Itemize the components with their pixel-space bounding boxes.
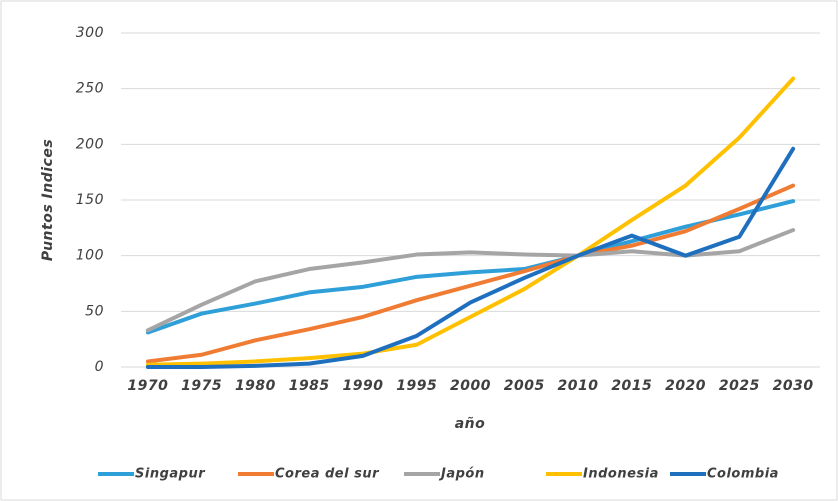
legend-label: Singapur <box>135 467 206 482</box>
x-tick-label: 2010 <box>558 378 599 394</box>
x-axis-title: año <box>455 416 486 432</box>
x-tick-label: 2005 <box>504 378 545 394</box>
y-tick-label: 0 <box>95 359 104 375</box>
series-line <box>145 146 796 369</box>
series-line <box>145 199 796 335</box>
series-line <box>145 183 796 364</box>
y-tick-label: 300 <box>76 25 104 41</box>
y-tick-label: 100 <box>76 248 104 264</box>
x-tick-label: 1975 <box>181 378 222 394</box>
x-tick-label: 2000 <box>450 378 491 394</box>
legend-label: Colombia <box>707 467 779 482</box>
y-tick-label: 250 <box>76 81 104 97</box>
x-tick-label: 2030 <box>773 378 814 394</box>
x-tick-label: 1990 <box>342 378 383 394</box>
y-axis-title: Puntos Indices <box>40 139 56 261</box>
x-tick-label: 1995 <box>396 378 437 394</box>
x-tick-label: 1985 <box>289 378 330 394</box>
legend-label: Indonesia <box>583 467 659 482</box>
x-tick-label: 1980 <box>235 378 276 394</box>
y-tick-label: 150 <box>76 192 104 208</box>
x-tick-label: 2020 <box>665 378 706 394</box>
legend-label: Corea del sur <box>275 467 380 482</box>
x-tick-label: 2025 <box>719 378 760 394</box>
x-tick-label: 1970 <box>127 378 168 394</box>
x-tick-label: 2015 <box>611 378 652 394</box>
legend-label: Japón <box>438 467 485 482</box>
series-line <box>145 76 796 367</box>
y-tick-label: 200 <box>76 136 104 152</box>
y-tick-label: 50 <box>85 303 104 319</box>
